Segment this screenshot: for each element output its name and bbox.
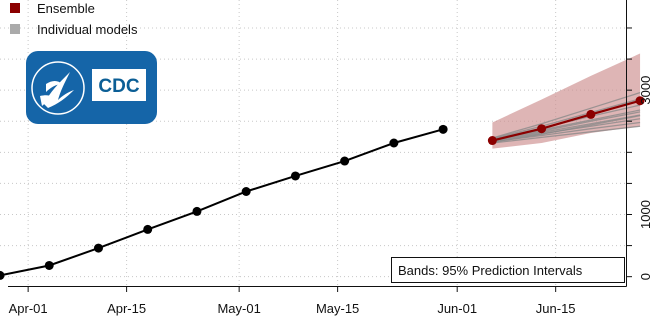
observed-point bbox=[389, 138, 399, 148]
observed-point bbox=[290, 171, 300, 181]
legend-swatch-ensemble bbox=[10, 3, 20, 13]
x-axis: Apr-01 Apr-15 May-01 May-15 Jun-01 Jun-15 bbox=[9, 286, 576, 316]
individual-model-line bbox=[492, 114, 641, 142]
cdc-logo: CDC bbox=[26, 51, 157, 124]
legend: Ensemble Individual models bbox=[10, 1, 138, 37]
plot-area bbox=[0, 53, 645, 280]
observed-line bbox=[0, 128, 444, 277]
individual-model-line bbox=[492, 115, 641, 144]
observed-point bbox=[241, 186, 251, 196]
y-tick-label: 0 bbox=[638, 273, 653, 280]
x-tick-label: Jun-15 bbox=[536, 301, 576, 316]
ensemble-line bbox=[492, 99, 641, 142]
legend-label-ensemble: Ensemble bbox=[37, 1, 95, 16]
cdc-wordmark: CDC bbox=[98, 76, 139, 97]
ensemble-point bbox=[635, 96, 645, 106]
x-tick-label: Jun-01 bbox=[437, 301, 477, 316]
y-axis: 0 1000 3000 bbox=[626, 27, 653, 280]
note-text: Bands: 95% Prediction Intervals bbox=[398, 263, 583, 278]
ensemble-point bbox=[487, 136, 497, 146]
observed-point bbox=[192, 206, 202, 216]
individual-model-line bbox=[492, 92, 641, 139]
x-tick-label: Apr-01 bbox=[9, 301, 48, 316]
observed-point bbox=[143, 224, 153, 234]
observed-point bbox=[0, 270, 5, 280]
cdc-wordmark-box bbox=[92, 69, 146, 101]
hhs-seal-icon bbox=[31, 61, 85, 115]
note-box bbox=[391, 257, 625, 283]
individual-model-line bbox=[492, 98, 641, 140]
y-tick-label: 3000 bbox=[638, 76, 653, 105]
ensemble-point bbox=[537, 124, 547, 134]
individual-model-line bbox=[492, 125, 641, 144]
x-tick-label: May-01 bbox=[217, 301, 260, 316]
observed-point bbox=[340, 156, 350, 166]
x-tick-label: May-15 bbox=[316, 301, 359, 316]
legend-label-individual: Individual models bbox=[37, 22, 138, 37]
ensemble-point bbox=[586, 109, 596, 119]
legend-swatch-individual bbox=[10, 24, 20, 34]
y-tick-label: 1000 bbox=[638, 200, 653, 229]
observed-point bbox=[44, 260, 54, 270]
prediction-interval-note: Bands: 95% Prediction Intervals bbox=[391, 257, 625, 283]
observed-point bbox=[438, 124, 448, 134]
x-tick-label: Apr-15 bbox=[107, 301, 146, 316]
observed-point bbox=[93, 243, 103, 253]
